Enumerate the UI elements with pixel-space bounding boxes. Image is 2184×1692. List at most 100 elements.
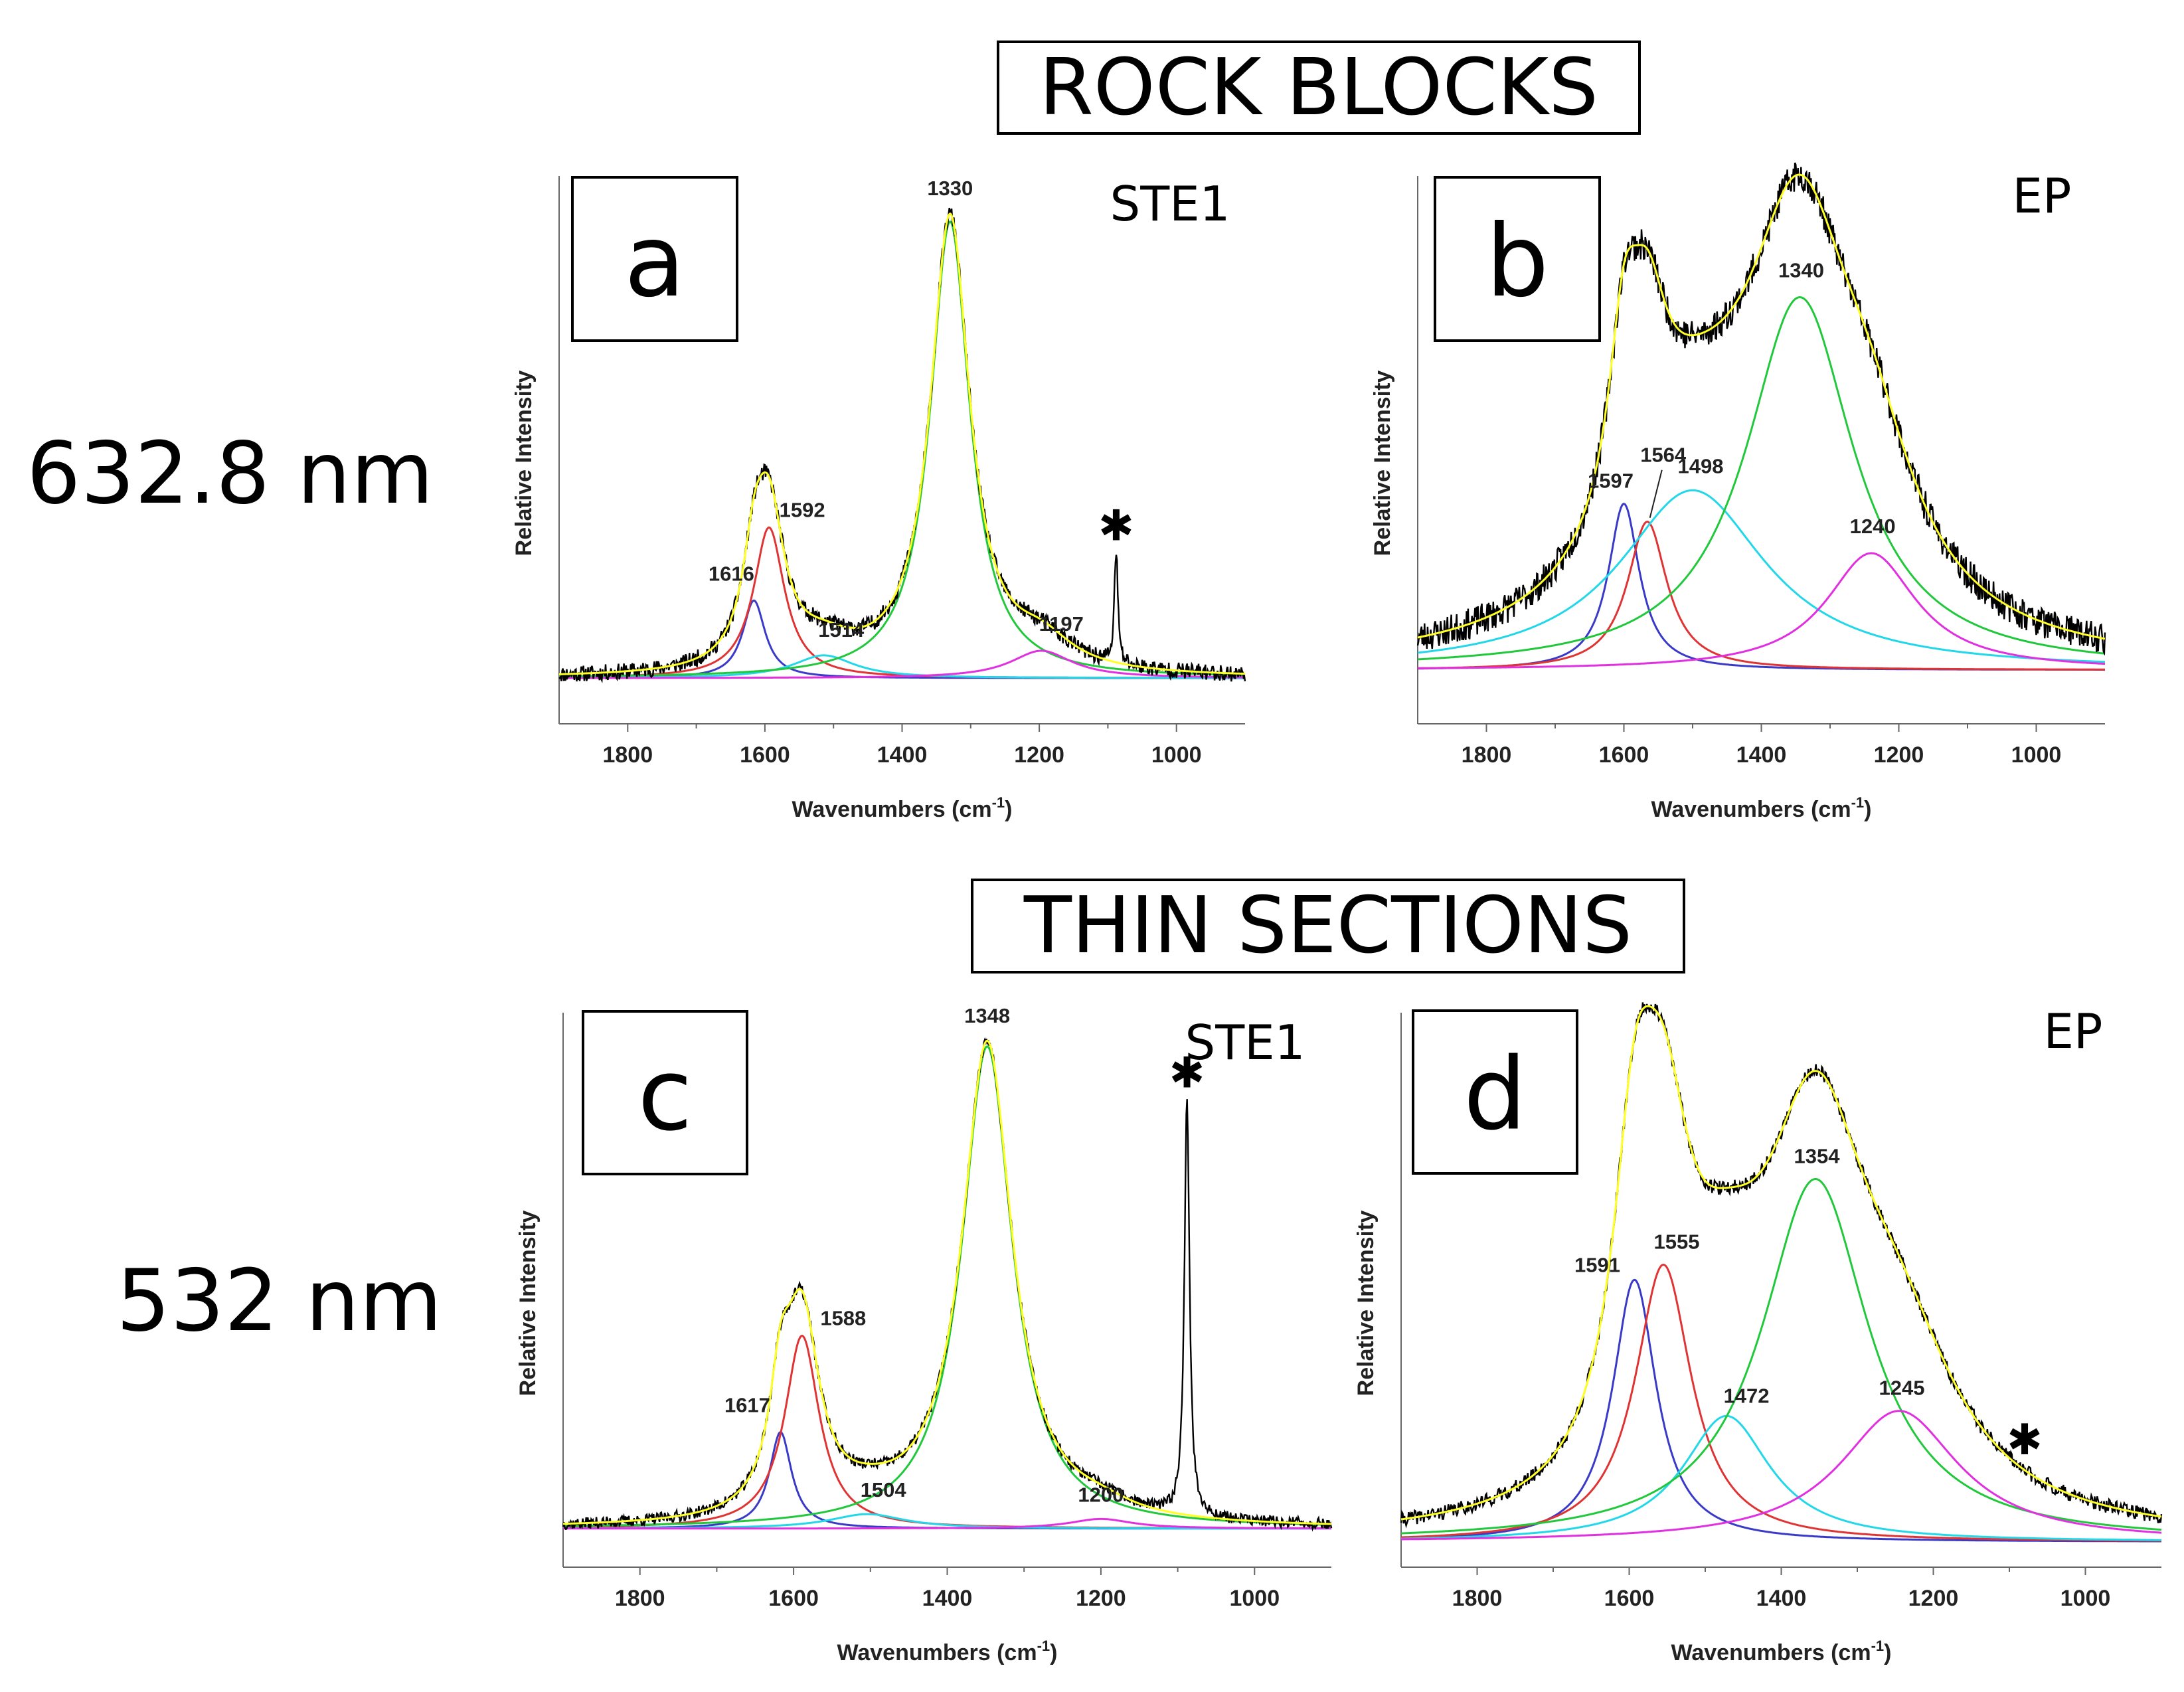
band-1591-line — [1400, 1278, 2161, 1543]
x-tick-label: 1600 — [1604, 1586, 1655, 1611]
row-label-632nm: 632.8 nm — [27, 424, 434, 523]
chart-panel-a: 1800 1600 1400 1200 1000 Wavenumbers (cm-1) Re… — [511, 176, 1246, 822]
panel-letter: a — [624, 204, 685, 319]
x-axis-title-close: ) — [1884, 1640, 1891, 1665]
x-axis-title-close: ) — [1005, 797, 1012, 822]
x-axis-title-main: Wavenumbers (cm — [792, 797, 992, 822]
section-header-thin-sections: THIN SECTIONS — [971, 879, 1685, 973]
peak-label-1200: 1200 — [1078, 1483, 1124, 1506]
x-tick-label: 1000 — [2060, 1586, 2111, 1611]
x-tick-label: 1800 — [615, 1586, 665, 1611]
peak-label-1514: 1514 — [818, 618, 865, 641]
x-axis-title: Wavenumbers (cm-1) — [1651, 794, 1872, 822]
section-title-rock-blocks: ROCK BLOCKS — [1039, 41, 1598, 133]
peak-label-1197: 1197 — [1039, 612, 1084, 635]
x-tick-label: 1800 — [602, 742, 653, 768]
x-tick-label: 1400 — [922, 1586, 973, 1611]
peak-label-1354: 1354 — [1794, 1145, 1841, 1168]
peak-label-1472: 1472 — [1724, 1384, 1770, 1407]
band-1592-line — [559, 526, 1245, 679]
x-tick-label: 1200 — [1014, 742, 1064, 768]
panel-letter: d — [1464, 1037, 1527, 1153]
chart-panel-c: 1800 1600 1400 1200 1000 Wavenumbers (cm-1) Re… — [515, 1004, 1333, 1665]
panel-letter-box — [1412, 1009, 1578, 1175]
fit-envelope-line — [1417, 173, 2106, 640]
peak-label-1348: 1348 — [964, 1004, 1010, 1027]
artifact-star-marker: ✱ — [2007, 1416, 2043, 1465]
band-1472-line — [1401, 1414, 2161, 1541]
panel-letter: c — [637, 1038, 692, 1153]
x-tick-label: 1000 — [1229, 1586, 1280, 1611]
sample-label: STE1 — [1110, 176, 1230, 232]
band-1588-line — [562, 1334, 1332, 1529]
band-1340-line — [1418, 296, 2106, 661]
peak-label-1591: 1591 — [1574, 1253, 1620, 1276]
row-label-532nm: 532 nm — [116, 1252, 442, 1351]
x-tick-label: 1600 — [740, 742, 790, 768]
chart-panel-b: 1800 1600 1400 1200 1000 Wavenumbers (cm-1) Re… — [1370, 162, 2106, 822]
x-axis-title-superscript: -1 — [992, 794, 1005, 811]
peak-label-1330: 1330 — [927, 177, 973, 200]
band-1564-line — [1418, 521, 2105, 671]
band-1514-line — [559, 654, 1245, 679]
x-axis-title-main: Wavenumbers (cm — [1651, 797, 1851, 822]
x-axis-title-close: ) — [1050, 1640, 1057, 1665]
band-1200-line — [563, 1517, 1331, 1530]
sample-label: EP — [2044, 1003, 2103, 1059]
x-tick-label: 1800 — [1452, 1586, 1503, 1611]
x-tick-label: 1400 — [1736, 742, 1787, 768]
y-axis-title: Relative Intensity — [1370, 371, 1395, 556]
section-header-rock-blocks: ROCK BLOCKS — [997, 41, 1641, 135]
panel-letter-box — [571, 176, 738, 342]
y-axis-title: Relative Intensity — [1353, 1211, 1379, 1396]
band-1197-line — [559, 649, 1245, 679]
x-tick-label: 1400 — [877, 742, 928, 768]
x-axis-title: Wavenumbers (cm-1) — [1671, 1638, 1892, 1665]
band-1330-line — [559, 220, 1245, 678]
x-tick-label: 1000 — [1151, 742, 1202, 768]
peak-leader-line — [1649, 469, 1663, 518]
panel-letter-box — [582, 1010, 748, 1175]
x-axis-title-superscript: -1 — [1037, 1638, 1050, 1654]
peak-label-1340: 1340 — [1778, 259, 1824, 282]
band-1240-line — [1418, 552, 2105, 669]
x-axis-title-main: Wavenumbers (cm — [1671, 1640, 1871, 1665]
x-tick-label: 1800 — [1462, 742, 1512, 768]
peak-label-1240: 1240 — [1850, 515, 1896, 538]
x-tick-label: 1200 — [1076, 1586, 1126, 1611]
x-tick-label: 1200 — [1908, 1586, 1959, 1611]
peak-label-1498: 1498 — [1678, 454, 1724, 477]
fit-envelope-line — [1400, 1005, 2162, 1521]
x-tick-label: 1400 — [1756, 1586, 1807, 1611]
band-1498-line — [1417, 489, 2105, 663]
sample-label: STE1 — [1185, 1015, 1305, 1070]
chart-panel-d: 1800 1600 1400 1200 1000 Wavenumbers (cm-1) Re… — [1353, 1002, 2163, 1665]
raw-spectrum-line — [1400, 1002, 2163, 1529]
peak-label-1555: 1555 — [1654, 1230, 1700, 1254]
peak-label-1245: 1245 — [1879, 1377, 1924, 1400]
peak-label-1597: 1597 — [1588, 469, 1634, 493]
x-axis-title-main: Wavenumbers (cm — [837, 1640, 1037, 1665]
x-axis-title-superscript: -1 — [1871, 1638, 1885, 1654]
peak-label-1617: 1617 — [724, 1394, 770, 1417]
y-axis-title: Relative Intensity — [515, 1211, 541, 1396]
panel-letter-box — [1434, 176, 1601, 342]
x-tick-label: 1600 — [1599, 742, 1649, 768]
section-title-thin-sections: THIN SECTIONS — [1023, 879, 1632, 971]
peak-label-1588: 1588 — [820, 1306, 866, 1329]
x-tick-label: 1200 — [1874, 742, 1924, 768]
x-axis-title: Wavenumbers (cm-1) — [792, 794, 1013, 822]
peak-label-1616: 1616 — [709, 562, 754, 585]
x-axis-title: Wavenumbers (cm-1) — [837, 1638, 1058, 1665]
y-axis-title: Relative Intensity — [511, 371, 537, 556]
artifact-star-marker: ✱ — [1169, 1049, 1205, 1098]
peak-label-1504: 1504 — [861, 1478, 907, 1501]
panel-letter: b — [1485, 204, 1549, 319]
x-axis-title-superscript: -1 — [1851, 794, 1865, 811]
x-axis-title-close: ) — [1864, 797, 1871, 822]
band-1597-line — [1418, 502, 2105, 671]
x-tick-label: 1600 — [768, 1586, 819, 1611]
peak-label-1564: 1564 — [1640, 444, 1687, 467]
x-tick-label: 1000 — [2011, 742, 2062, 768]
